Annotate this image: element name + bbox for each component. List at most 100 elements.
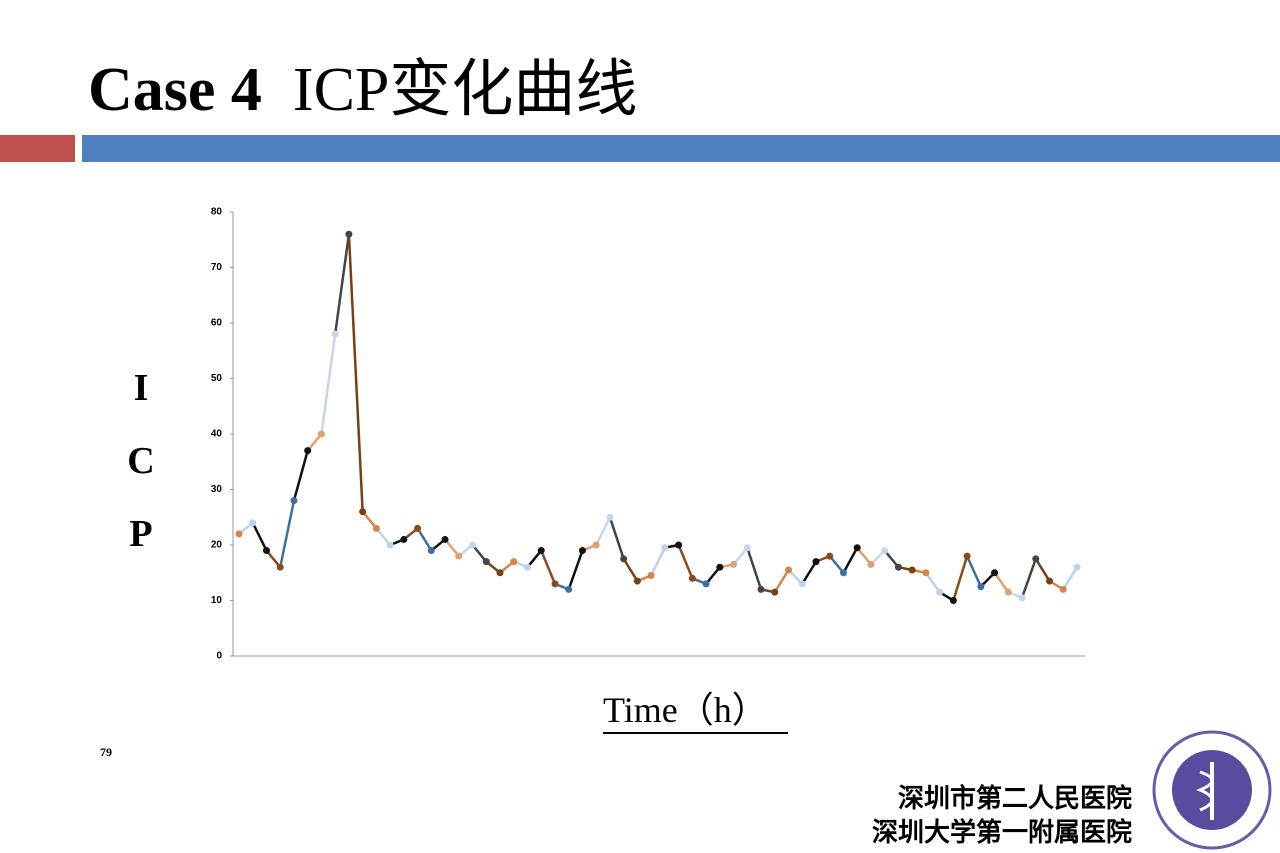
data-point (331, 330, 339, 338)
line-segment (1034, 558, 1051, 582)
y-tick-label: 0 (216, 651, 222, 662)
data-point (908, 566, 916, 574)
y-tick-label: 40 (211, 429, 223, 440)
data-point (936, 588, 944, 596)
line-segment (828, 555, 845, 574)
data-point (826, 552, 834, 560)
data-point (867, 560, 875, 568)
data-point (757, 585, 765, 593)
data-point (345, 230, 353, 238)
line-segment (251, 522, 268, 552)
line-segment (333, 234, 351, 335)
data-point (1018, 594, 1026, 602)
page-number: 79 (100, 745, 112, 759)
y-tick-label: 80 (211, 207, 223, 218)
data-point (290, 497, 298, 505)
data-point (372, 524, 380, 532)
line-segment (1062, 566, 1079, 591)
data-point (578, 547, 586, 555)
data-point (702, 580, 710, 588)
data-point (1004, 588, 1012, 596)
data-point (1046, 577, 1054, 585)
line-segment (773, 569, 790, 593)
y-tick-label: 20 (211, 540, 223, 551)
data-point (894, 563, 902, 571)
data-point (592, 541, 600, 549)
data-point (565, 585, 573, 593)
line-segment (677, 544, 694, 579)
line-segment (924, 572, 941, 593)
line-segment (567, 550, 584, 590)
y-tick-label: 70 (211, 262, 223, 273)
line-segment (650, 547, 666, 577)
line-segment (622, 558, 639, 582)
line-segment (444, 538, 460, 557)
data-point (798, 580, 806, 588)
line-segment (1020, 558, 1037, 599)
data-point (1073, 563, 1081, 571)
data-point (235, 530, 243, 538)
hospital-line: 深圳市第二人民医院 (897, 784, 1132, 813)
data-point (455, 552, 463, 560)
line-segment (842, 547, 859, 574)
header-bar (82, 135, 1280, 162)
data-point (991, 569, 999, 577)
data-point (276, 563, 284, 571)
line-segment (608, 516, 625, 560)
line-segment (320, 333, 337, 435)
data-point (771, 588, 779, 596)
data-point (743, 544, 751, 552)
data-point (510, 558, 518, 566)
data-point (537, 547, 545, 555)
data-point (606, 513, 614, 521)
line-segment (292, 450, 309, 501)
data-point (496, 569, 504, 577)
title: Case 4 ICP变化曲线 (88, 38, 637, 128)
data-point (853, 544, 861, 552)
data-point (304, 447, 312, 455)
line-segment (375, 527, 392, 546)
data-point (839, 569, 847, 577)
hospital-name: 深圳市第二人民医院深圳大学第一附属医院 (850, 782, 1132, 850)
line-segment (361, 510, 378, 530)
data-point (482, 558, 490, 566)
y-tick-label: 30 (211, 484, 223, 495)
data-point (317, 430, 325, 438)
title-bold: Case 4 (88, 56, 262, 124)
data-point (359, 508, 367, 516)
data-point (716, 563, 724, 571)
data-point (688, 574, 696, 582)
data-point (386, 541, 394, 549)
line-segment (801, 560, 818, 585)
data-point (647, 572, 655, 580)
logo (1152, 730, 1272, 850)
line-segment (965, 555, 982, 588)
line-segment (993, 572, 1010, 593)
line-segment (347, 234, 364, 512)
y-tick-label: 60 (211, 318, 223, 329)
data-point (633, 577, 641, 585)
line-segment (746, 547, 763, 590)
line-segment (306, 433, 323, 452)
line-segment (883, 549, 900, 568)
y-tick-label: 10 (211, 595, 223, 606)
data-point (730, 560, 738, 568)
data-point (963, 552, 971, 560)
data-point (977, 583, 985, 591)
data-point (881, 547, 889, 555)
data-point (441, 535, 449, 543)
hospital-line: 深圳大学第一附属医院 (871, 818, 1132, 847)
data-point (523, 563, 531, 571)
line-segment (526, 549, 543, 568)
line-segment (705, 566, 721, 585)
data-point (812, 558, 820, 566)
line-segment (952, 555, 969, 601)
title-rest: ICP变化曲线 (292, 56, 638, 124)
data-point (262, 547, 270, 555)
line-segment (416, 527, 433, 552)
data-point (400, 535, 408, 543)
data-point (551, 580, 559, 588)
line-segment (265, 549, 282, 568)
